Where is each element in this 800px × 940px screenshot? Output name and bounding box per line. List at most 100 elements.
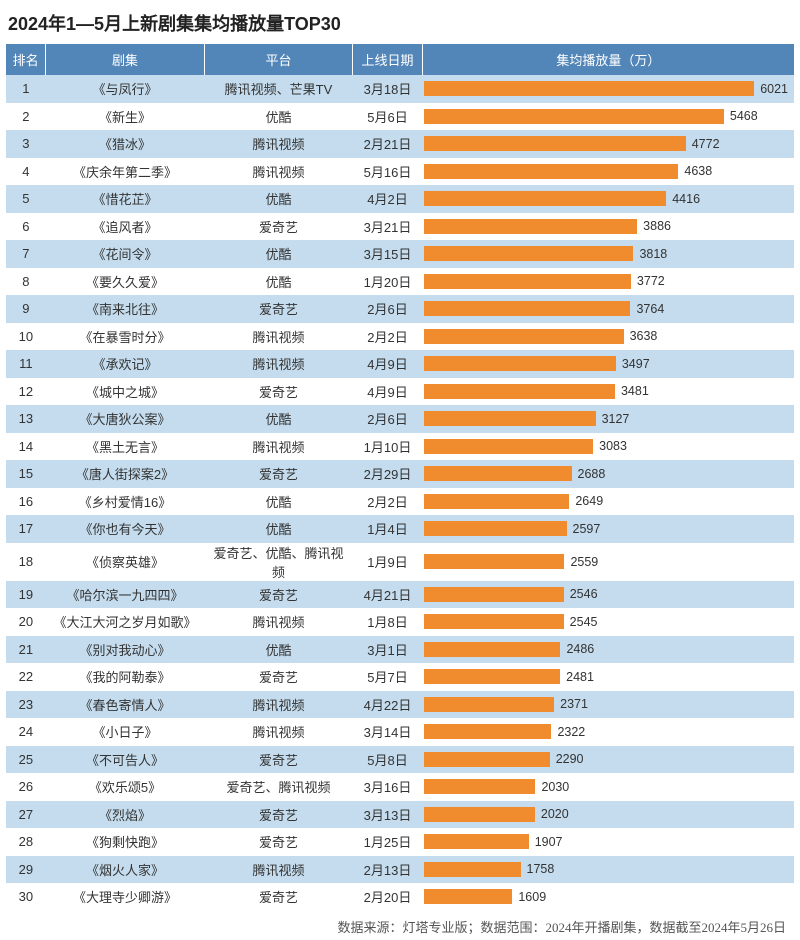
cell-date: 2月13日 — [353, 856, 422, 884]
cell-drama: 《狗剩快跑》 — [46, 828, 204, 856]
table-row: 2《新生》优酷5月6日5468 — [6, 103, 794, 131]
cell-plays: 4416 — [422, 185, 794, 213]
cell-rank: 9 — [6, 295, 46, 323]
cell-rank: 23 — [6, 691, 46, 719]
table-row: 16《乡村爱情16》优酷2月2日2649 — [6, 488, 794, 516]
cell-plays: 3497 — [422, 350, 794, 378]
plays-bar — [424, 219, 637, 234]
cell-rank: 25 — [6, 746, 46, 774]
col-header-platform: 平台 — [204, 44, 353, 75]
cell-plays: 2322 — [422, 718, 794, 746]
cell-date: 3月14日 — [353, 718, 422, 746]
cell-date: 5月6日 — [353, 103, 422, 131]
plays-bar — [424, 329, 623, 344]
cell-platform: 爱奇艺 — [204, 883, 353, 911]
cell-date: 3月1日 — [353, 636, 422, 664]
cell-plays: 2290 — [422, 746, 794, 774]
table-row: 11《承欢记》腾讯视频4月9日3497 — [6, 350, 794, 378]
cell-rank: 8 — [6, 268, 46, 296]
cell-platform: 优酷 — [204, 515, 353, 543]
cell-platform: 优酷 — [204, 488, 353, 516]
plays-bar — [424, 191, 666, 206]
cell-drama: 《与凤行》 — [46, 75, 204, 103]
cell-plays: 4772 — [422, 130, 794, 158]
plays-value: 2597 — [573, 522, 601, 536]
cell-platform: 爱奇艺、优酷、腾讯视频 — [204, 543, 353, 581]
cell-plays: 2649 — [422, 488, 794, 516]
cell-date: 1月9日 — [353, 543, 422, 581]
col-header-rank: 排名 — [6, 44, 46, 75]
plays-bar — [424, 697, 554, 712]
cell-date: 4月2日 — [353, 185, 422, 213]
cell-platform: 腾讯视频、芒果TV — [204, 75, 353, 103]
plays-value: 2559 — [570, 555, 598, 569]
cell-drama: 《大江大河之岁月如歌》 — [46, 608, 204, 636]
plays-bar — [424, 301, 630, 316]
cell-platform: 爱奇艺 — [204, 295, 353, 323]
cell-plays: 3772 — [422, 268, 794, 296]
cell-plays: 3083 — [422, 433, 794, 461]
plays-value: 3481 — [621, 384, 649, 398]
cell-drama: 《追风者》 — [46, 213, 204, 241]
cell-rank: 5 — [6, 185, 46, 213]
plays-value: 2481 — [566, 670, 594, 684]
cell-date: 2月21日 — [353, 130, 422, 158]
cell-plays: 1609 — [422, 883, 794, 911]
table-row: 4《庆余年第二季》腾讯视频5月16日4638 — [6, 158, 794, 186]
plays-value: 3886 — [643, 219, 671, 233]
cell-rank: 11 — [6, 350, 46, 378]
plays-bar — [424, 807, 535, 822]
plays-bar — [424, 834, 529, 849]
cell-date: 1月8日 — [353, 608, 422, 636]
plays-bar — [424, 779, 535, 794]
cell-date: 4月22日 — [353, 691, 422, 719]
plays-value: 3127 — [602, 412, 630, 426]
cell-rank: 12 — [6, 378, 46, 406]
cell-date: 1月4日 — [353, 515, 422, 543]
cell-drama: 《新生》 — [46, 103, 204, 131]
table-row: 22《我的阿勒泰》爱奇艺5月7日2481 — [6, 663, 794, 691]
cell-platform: 优酷 — [204, 636, 353, 664]
cell-rank: 28 — [6, 828, 46, 856]
cell-drama: 《欢乐颂5》 — [46, 773, 204, 801]
cell-rank: 15 — [6, 460, 46, 488]
cell-drama: 《小日子》 — [46, 718, 204, 746]
cell-date: 1月10日 — [353, 433, 422, 461]
col-header-plays: 集均播放量（万） — [422, 44, 794, 75]
table-row: 10《在暴雪时分》腾讯视频2月2日3638 — [6, 323, 794, 351]
plays-bar — [424, 109, 724, 124]
plays-value: 1907 — [535, 835, 563, 849]
plays-bar — [424, 642, 560, 657]
plays-bar — [424, 81, 754, 96]
plays-value: 2371 — [560, 697, 588, 711]
cell-platform: 优酷 — [204, 405, 353, 433]
table-row: 25《不可告人》爱奇艺5月8日2290 — [6, 746, 794, 774]
cell-plays: 2597 — [422, 515, 794, 543]
table-row: 30《大理寺少卿游》爱奇艺2月20日1609 — [6, 883, 794, 911]
cell-rank: 4 — [6, 158, 46, 186]
plays-bar — [424, 724, 551, 739]
table-body: 1《与凤行》腾讯视频、芒果TV3月18日60212《新生》优酷5月6日54683… — [6, 75, 794, 911]
table-row: 28《狗剩快跑》爱奇艺1月25日1907 — [6, 828, 794, 856]
cell-drama: 《惜花芷》 — [46, 185, 204, 213]
table-row: 6《追风者》爱奇艺3月21日3886 — [6, 213, 794, 241]
cell-date: 1月20日 — [353, 268, 422, 296]
plays-value: 4638 — [684, 164, 712, 178]
plays-value: 5468 — [730, 109, 758, 123]
table-row: 14《黑土无言》腾讯视频1月10日3083 — [6, 433, 794, 461]
plays-value: 2486 — [566, 642, 594, 656]
cell-platform: 爱奇艺 — [204, 581, 353, 609]
cell-date: 3月21日 — [353, 213, 422, 241]
col-header-drama: 剧集 — [46, 44, 204, 75]
plays-bar — [424, 587, 564, 602]
cell-drama: 《哈尔滨一九四四》 — [46, 581, 204, 609]
plays-value: 2545 — [570, 615, 598, 629]
table-row: 24《小日子》腾讯视频3月14日2322 — [6, 718, 794, 746]
cell-date: 3月15日 — [353, 240, 422, 268]
cell-plays: 2559 — [422, 543, 794, 581]
footnote: 数据来源：灯塔专业版；数据范围：2024年开播剧集，数据截至2024年5月26日 — [6, 911, 794, 940]
cell-rank: 22 — [6, 663, 46, 691]
cell-rank: 21 — [6, 636, 46, 664]
cell-platform: 腾讯视频 — [204, 608, 353, 636]
cell-rank: 13 — [6, 405, 46, 433]
